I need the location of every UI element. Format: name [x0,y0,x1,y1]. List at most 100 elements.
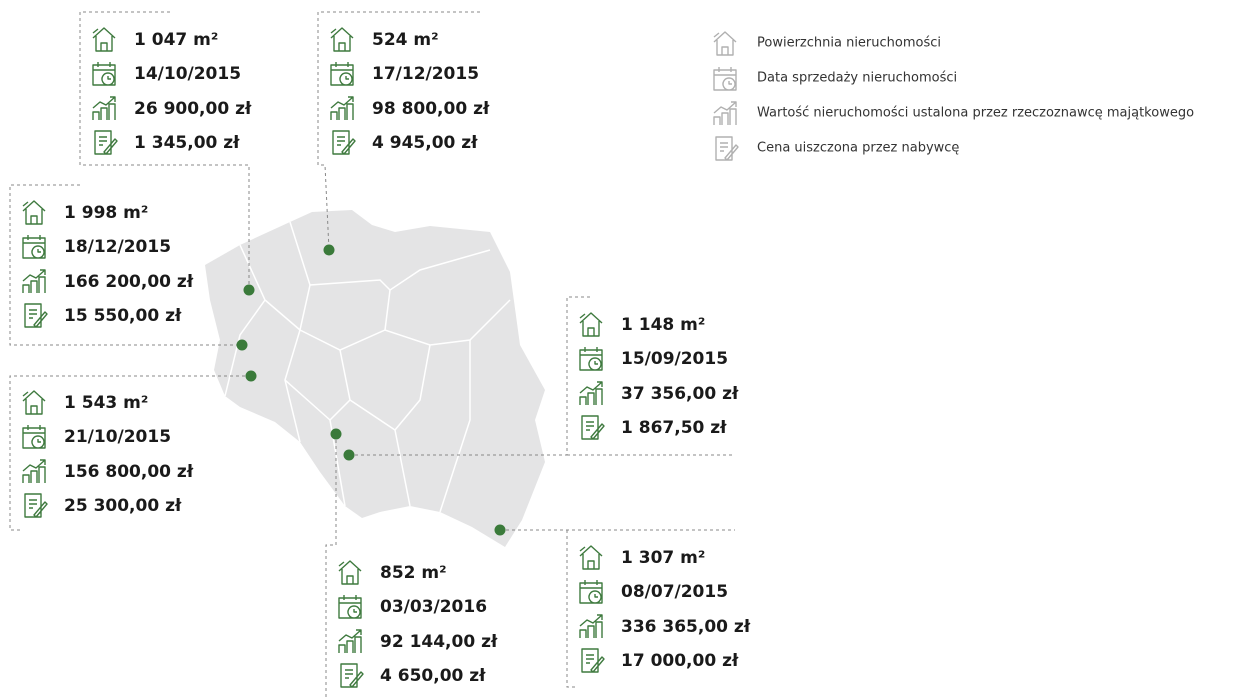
property-value: 336 365,00 zł [621,617,751,637]
property-area: 524 m² [372,30,439,50]
icon-doc [581,415,605,440]
icon-shape [338,595,362,619]
poland-map [205,210,545,547]
icon-shape [22,200,46,225]
property-value: 37 356,00 zł [621,384,739,404]
legend-label: Powierzchnia nieruchomości [757,36,941,51]
icon-shape [579,381,603,405]
location-dot [236,339,248,351]
icon-shape [579,312,603,337]
icon-shape [22,390,46,415]
icon-calendar [22,425,46,449]
location-dot [330,428,342,440]
icon-calendar [92,62,116,86]
property-value: 166 200,00 zł [64,272,194,292]
icon-shape [579,545,603,570]
property-price: 4 650,00 zł [380,666,486,686]
icon-shape [24,303,48,328]
icon-shape [715,136,739,161]
icon-calendar [579,580,603,604]
icon-chart [92,96,116,120]
icon-house [22,390,46,415]
icon-shape [330,62,354,86]
property-area: 1 148 m² [621,315,705,335]
icon-shape [340,663,364,688]
property-area: 1 543 m² [64,393,148,413]
icon-house [713,31,737,56]
property-price: 4 945,00 zł [372,133,478,153]
property-price: 1 345,00 zł [134,133,240,153]
icon-house [579,545,603,570]
property-area: 1 307 m² [621,548,705,568]
legend-label: Wartość nieruchomości ustalona przez rze… [757,106,1194,121]
icon-shape [332,130,356,155]
property-date: 14/10/2015 [134,64,241,84]
icon-house [22,200,46,225]
icon-chart [22,459,46,483]
icon-shape [22,269,46,293]
legend-label: Data sprzedaży nieruchomości [757,71,957,86]
icon-shape [581,648,605,673]
property-value: 98 800,00 zł [372,99,490,119]
property-value: 92 144,00 zł [380,632,498,652]
property-value: 156 800,00 zł [64,462,194,482]
connectors [9,11,735,699]
icon-chart [22,269,46,293]
icon-chart [713,101,737,125]
icon-shape [330,27,354,52]
icon-shape [713,101,737,125]
icon-shape [94,130,118,155]
icon-house [338,560,362,585]
icon-calendar [22,235,46,259]
property-area: 1 998 m² [64,203,148,223]
icon-doc [332,130,356,155]
property-area: 852 m² [380,563,447,583]
property-price: 17 000,00 zł [621,651,739,671]
icon-shape [338,560,362,585]
location-dot [343,449,355,461]
icon-shape [92,96,116,120]
icon-calendar [579,347,603,371]
icon-calendar [338,595,362,619]
legend-label: Cena uiszczona przez nabywcę [757,141,959,156]
icon-chart [579,381,603,405]
property-date: 17/12/2015 [372,64,479,84]
location-dot [245,370,257,382]
location-dot [323,244,335,256]
property-date: 21/10/2015 [64,427,171,447]
property-price: 25 300,00 zł [64,496,182,516]
icon-house [330,27,354,52]
property-price: 1 867,50 zł [621,418,727,438]
icon-shape [579,580,603,604]
icon-chart [579,614,603,638]
icon-doc [94,130,118,155]
location-dot [494,524,506,536]
property-price: 15 550,00 zł [64,306,182,326]
icon-doc [24,493,48,518]
icon-house [92,27,116,52]
icon-shape [713,31,737,56]
icon-doc [340,663,364,688]
icon-shape [24,493,48,518]
property-date: 15/09/2015 [621,349,728,369]
icon-shape [330,96,354,120]
icon-shape [713,67,737,91]
icon-shape [579,347,603,371]
icon-doc [24,303,48,328]
property-date: 08/07/2015 [621,582,728,602]
icon-shape [22,235,46,259]
icon-doc [581,648,605,673]
property-date: 03/03/2016 [380,597,487,617]
icon-house [579,312,603,337]
property-value: 26 900,00 zł [134,99,252,119]
icon-shape [22,459,46,483]
icon-shape [579,614,603,638]
icon-shape [581,415,605,440]
icon-chart [338,629,362,653]
location-dot [243,284,255,296]
icon-calendar [330,62,354,86]
icon-shape [92,62,116,86]
icon-doc [715,136,739,161]
property-date: 18/12/2015 [64,237,171,257]
